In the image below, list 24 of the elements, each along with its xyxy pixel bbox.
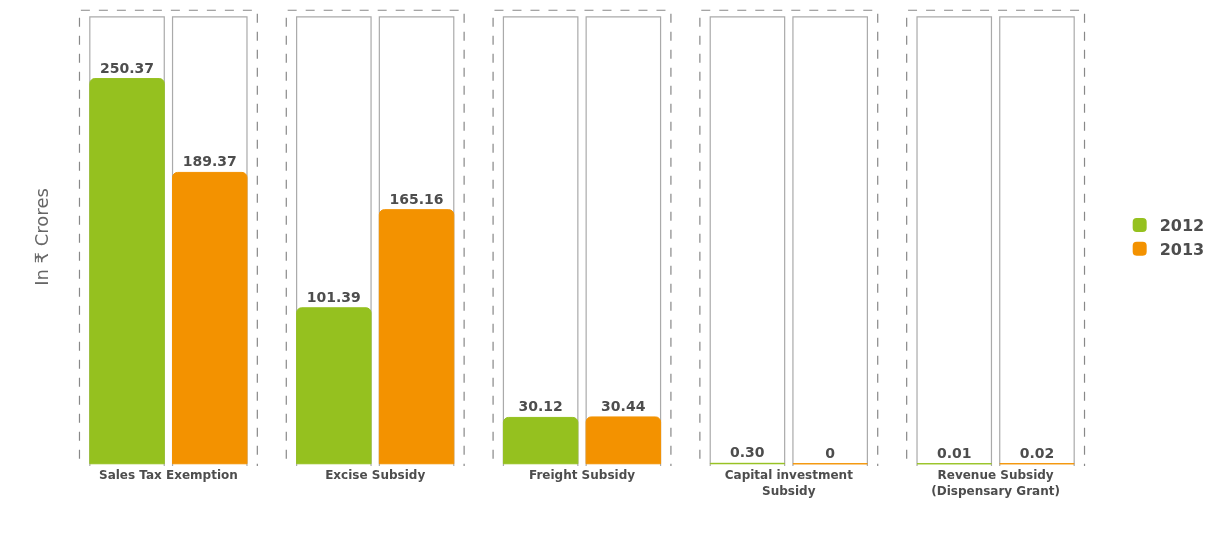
bar	[89, 78, 165, 465]
data-label: 0	[825, 444, 836, 461]
data-label: 165.16	[389, 190, 444, 207]
y-axis-title: In ₹ Crores	[31, 188, 53, 286]
legend-label: 2012	[1159, 216, 1205, 236]
legend-label: 2013	[1159, 239, 1205, 259]
bar	[296, 307, 372, 465]
bar	[172, 171, 248, 465]
x-tick-label: Capital investment Subsidy	[724, 468, 854, 498]
x-tick-label: Freight Subsidy	[528, 468, 636, 482]
x-tick-label: Sales Tax Exemption	[99, 468, 238, 482]
x-tick-label: Revenue Subsidy (Dispensary Grant)	[931, 468, 1060, 498]
data-label: 189.37	[182, 153, 237, 170]
bar	[502, 416, 579, 465]
data-label: 0.01	[936, 444, 972, 461]
data-label: 250.37	[100, 59, 155, 76]
data-label: 0.02	[1019, 444, 1055, 461]
data-label: 30.44	[601, 397, 646, 414]
data-label: 0.30	[730, 444, 765, 461]
data-label: 30.12	[518, 398, 563, 415]
data-label: 101.39	[306, 288, 361, 305]
bar	[378, 209, 455, 465]
x-tick-label: Excise Subsidy	[325, 468, 426, 482]
bar	[585, 416, 662, 465]
